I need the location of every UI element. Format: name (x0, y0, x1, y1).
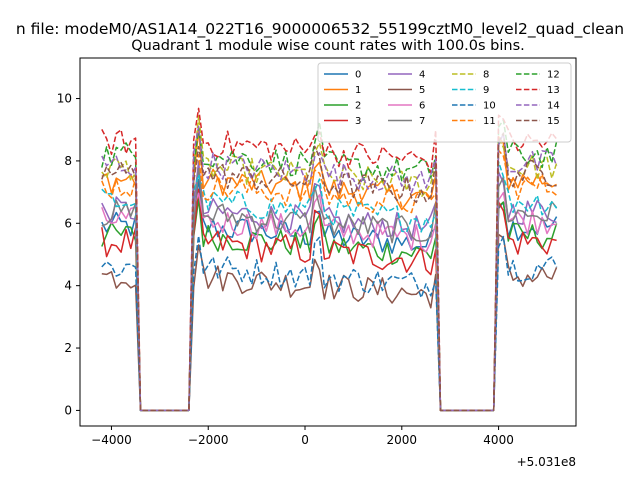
series-line-10 (101, 235, 558, 412)
legend-label-12: 12 (547, 70, 560, 81)
x-tick-label: 2000 (387, 433, 418, 447)
legend-label-0: 0 (355, 70, 361, 81)
axes-frame (79, 57, 577, 427)
y-tick-label: 8 (64, 154, 72, 168)
series-line-15 (101, 132, 557, 412)
y-tick-label: 4 (64, 279, 72, 293)
series-line-12 (101, 119, 558, 412)
chart-title: Quadrant 1 module wise count rates with … (131, 38, 525, 54)
series-line-9 (101, 161, 558, 412)
x-tick-label: −4000 (91, 433, 132, 447)
x-offset-label: +5.031e8 (517, 455, 576, 469)
legend-label-2: 2 (355, 101, 361, 112)
legend-label-5: 5 (419, 85, 425, 96)
x-tick-label: 4000 (483, 433, 514, 447)
y-tick-label: 2 (64, 341, 72, 355)
series-line-6 (101, 191, 557, 412)
y-tick-label: 0 (64, 403, 72, 417)
legend-label-3: 3 (355, 116, 361, 127)
series-line-11 (101, 149, 558, 412)
legend-label-9: 9 (483, 85, 489, 96)
x-tick-label: −2000 (188, 433, 229, 447)
series-line-8 (101, 115, 558, 412)
legend-label-7: 7 (419, 116, 425, 127)
legend-label-10: 10 (483, 101, 496, 112)
legend-label-4: 4 (419, 70, 425, 81)
legend-label-11: 11 (483, 116, 496, 127)
legend-frame (317, 62, 572, 143)
series-line-1 (101, 128, 557, 412)
series-line-14 (101, 125, 558, 412)
legend-label-14: 14 (547, 101, 560, 112)
legend-label-1: 1 (355, 85, 361, 96)
series-line-0 (101, 179, 558, 412)
legend-label-8: 8 (483, 70, 489, 81)
series-line-3 (101, 188, 557, 412)
legend-label-6: 6 (419, 101, 425, 112)
y-tick-label: 6 (64, 216, 72, 230)
legend-label-13: 13 (547, 85, 560, 96)
chart-suptitle: n file: modeM0/AS1A14_022T16_9000006532_… (16, 20, 624, 39)
series-line-2 (101, 198, 558, 412)
plot-lines (101, 107, 558, 412)
y-tick-label: 10 (57, 92, 72, 106)
x-axis: −4000 −2000 0 2000 4000 (91, 426, 514, 447)
series-line-13 (101, 107, 558, 412)
y-axis: 0 2 4 6 8 10 (57, 92, 80, 417)
legend-label-15: 15 (547, 116, 560, 127)
x-tick-label: 0 (301, 433, 309, 447)
series-line-4 (101, 160, 557, 412)
series-line-5 (101, 233, 558, 412)
